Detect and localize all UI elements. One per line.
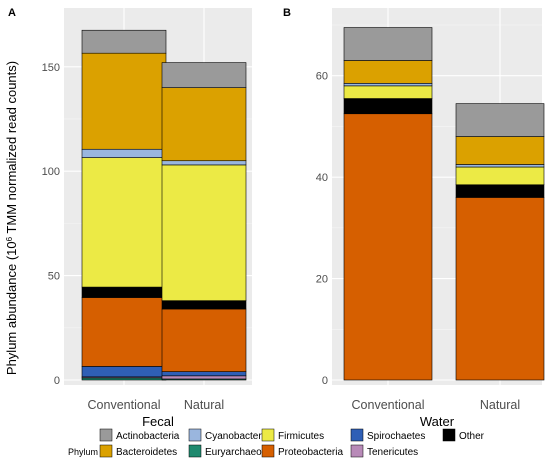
legend-item-proteobacteria: Proteobacteria <box>261 444 343 458</box>
x-tick-label-natural: Natural <box>184 398 224 412</box>
legend-label-proteobacteria: Proteobacteria <box>278 447 343 458</box>
bar-natural-actinobacteria <box>455 103 545 137</box>
bars-water <box>343 27 545 381</box>
y-axis-title: Phylum abundance (106 TMM normalized rea… <box>4 61 19 375</box>
panel-label-a: A <box>8 7 16 19</box>
x-ticks-water: Conventional Natural <box>352 398 521 412</box>
x-axis-title-fecal: Fecal <box>142 414 174 429</box>
y-tick-label-0: 0 <box>54 375 60 387</box>
legend-swatch-tenericutes <box>350 444 364 458</box>
legend-label-bacteroidetes: Bacteroidetes <box>116 447 177 458</box>
bar-conventional-other <box>81 286 167 298</box>
y-tick-label-0: 0 <box>322 375 328 387</box>
bar-conventional-proteobacteria <box>343 113 433 381</box>
y-ticks-water: 0 20 40 60 <box>316 71 328 387</box>
bar-conventional-actinobacteria <box>343 27 433 61</box>
legend-label-euryarchaeota: Euryarchaeota <box>205 447 270 458</box>
legend-item-bacteroidetes: Bacteroidetes <box>99 444 177 458</box>
bar-conventional-proteobacteria <box>81 297 167 367</box>
bar-conventional-firmicutes <box>81 157 167 288</box>
legend-swatch-spirochaetes <box>350 428 364 442</box>
panel-label-b: B <box>283 7 291 19</box>
y-tick-label-20: 20 <box>316 274 328 286</box>
y-tick-label-150: 150 <box>42 62 60 74</box>
legend-item-cyanobacteria: Cyanobacteria <box>188 428 270 442</box>
bar-conventional-cyanobacteria <box>343 83 433 87</box>
x-tick-label-conventional: Conventional <box>88 398 161 412</box>
bar-conventional-euryarchaeota <box>81 377 167 381</box>
legend-swatch-other <box>442 428 456 442</box>
legend-swatch-actinobacteria <box>99 428 113 442</box>
legend-item-spirochaetes: Spirochaetes <box>350 428 425 442</box>
legend-label-other: Other <box>459 431 485 442</box>
legend-swatch-bacteroidetes <box>99 444 113 458</box>
legend: Phylum Actinobacteria Bacteroidetes Cyanob… <box>68 428 485 458</box>
panel-water: B 0 20 40 60 Conventional Natural Water <box>283 7 545 429</box>
bar-conventional-firmicutes <box>343 85 433 99</box>
y-tick-label-100: 100 <box>42 166 60 178</box>
bar-conventional-actinobacteria <box>81 29 167 54</box>
x-axis-title-water: Water <box>420 414 455 429</box>
x-tick-label-natural: Natural <box>480 398 520 412</box>
x-tick-label-conventional: Conventional <box>352 398 425 412</box>
bar-natural-bacteroidetes <box>455 136 545 165</box>
y-axis-title-main: Phylum abundance (10 <box>4 241 19 375</box>
bar-conventional-bacteroidetes <box>81 52 167 150</box>
bar-natural-bacteroidetes <box>161 87 247 162</box>
bars-fecal <box>81 29 247 381</box>
bar-natural-proteobacteria <box>161 308 247 372</box>
legend-item-actinobacteria: Actinobacteria <box>99 428 180 442</box>
bar-natural-other <box>455 184 545 198</box>
y-axis-title-superscript: 6 <box>5 236 14 241</box>
legend-item-tenericutes: Tenericutes <box>350 444 418 458</box>
legend-label-spirochaetes: Spirochaetes <box>367 431 425 442</box>
legend-items: Actinobacteria Bacteroidetes Cyanobacteria… <box>99 428 485 458</box>
legend-label-actinobacteria: Actinobacteria <box>116 431 180 442</box>
bar-natural-cyanobacteria <box>455 164 545 168</box>
y-tick-label-40: 40 <box>316 172 328 184</box>
legend-label-cyanobacteria: Cyanobacteria <box>205 431 270 442</box>
bar-conventional-spirochaetes <box>81 366 167 378</box>
panel-fecal: A 0 50 100 150 Conventional Natural Fecal <box>8 7 252 429</box>
legend-item-other: Other <box>442 428 485 442</box>
bar-natural-proteobacteria <box>455 197 545 381</box>
bar-conventional-cyanobacteria <box>81 148 167 158</box>
legend-swatch-proteobacteria <box>261 444 275 458</box>
x-ticks-fecal: Conventional Natural <box>88 398 225 412</box>
bar-natural-cyanobacteria <box>161 160 247 166</box>
y-ticks-fecal: 0 50 100 150 <box>42 62 60 387</box>
legend-label-firmicutes: Firmicutes <box>278 431 324 442</box>
legend-swatch-firmicutes <box>261 428 275 442</box>
legend-swatch-euryarchaeota <box>188 444 202 458</box>
legend-title: Phylum <box>68 447 98 457</box>
bar-natural-firmicutes <box>161 164 247 301</box>
bar-natural-actinobacteria <box>161 62 247 88</box>
legend-item-euryarchaeota: Euryarchaeota <box>188 444 270 458</box>
y-axis-title-rest: TMM normalized read counts) <box>4 61 19 237</box>
bar-natural-tenericutes <box>161 375 247 380</box>
bar-conventional-other <box>343 98 433 115</box>
bar-natural-firmicutes <box>455 166 545 186</box>
bar-conventional-bacteroidetes <box>343 60 433 84</box>
legend-swatch-cyanobacteria <box>188 428 202 442</box>
y-tick-label-50: 50 <box>48 271 60 283</box>
y-tick-label-60: 60 <box>316 71 328 83</box>
legend-item-firmicutes: Firmicutes <box>261 428 324 442</box>
legend-label-tenericutes: Tenericutes <box>367 447 418 458</box>
bar-natural-spirochaetes <box>161 371 247 377</box>
bar-natural-other <box>161 300 247 310</box>
